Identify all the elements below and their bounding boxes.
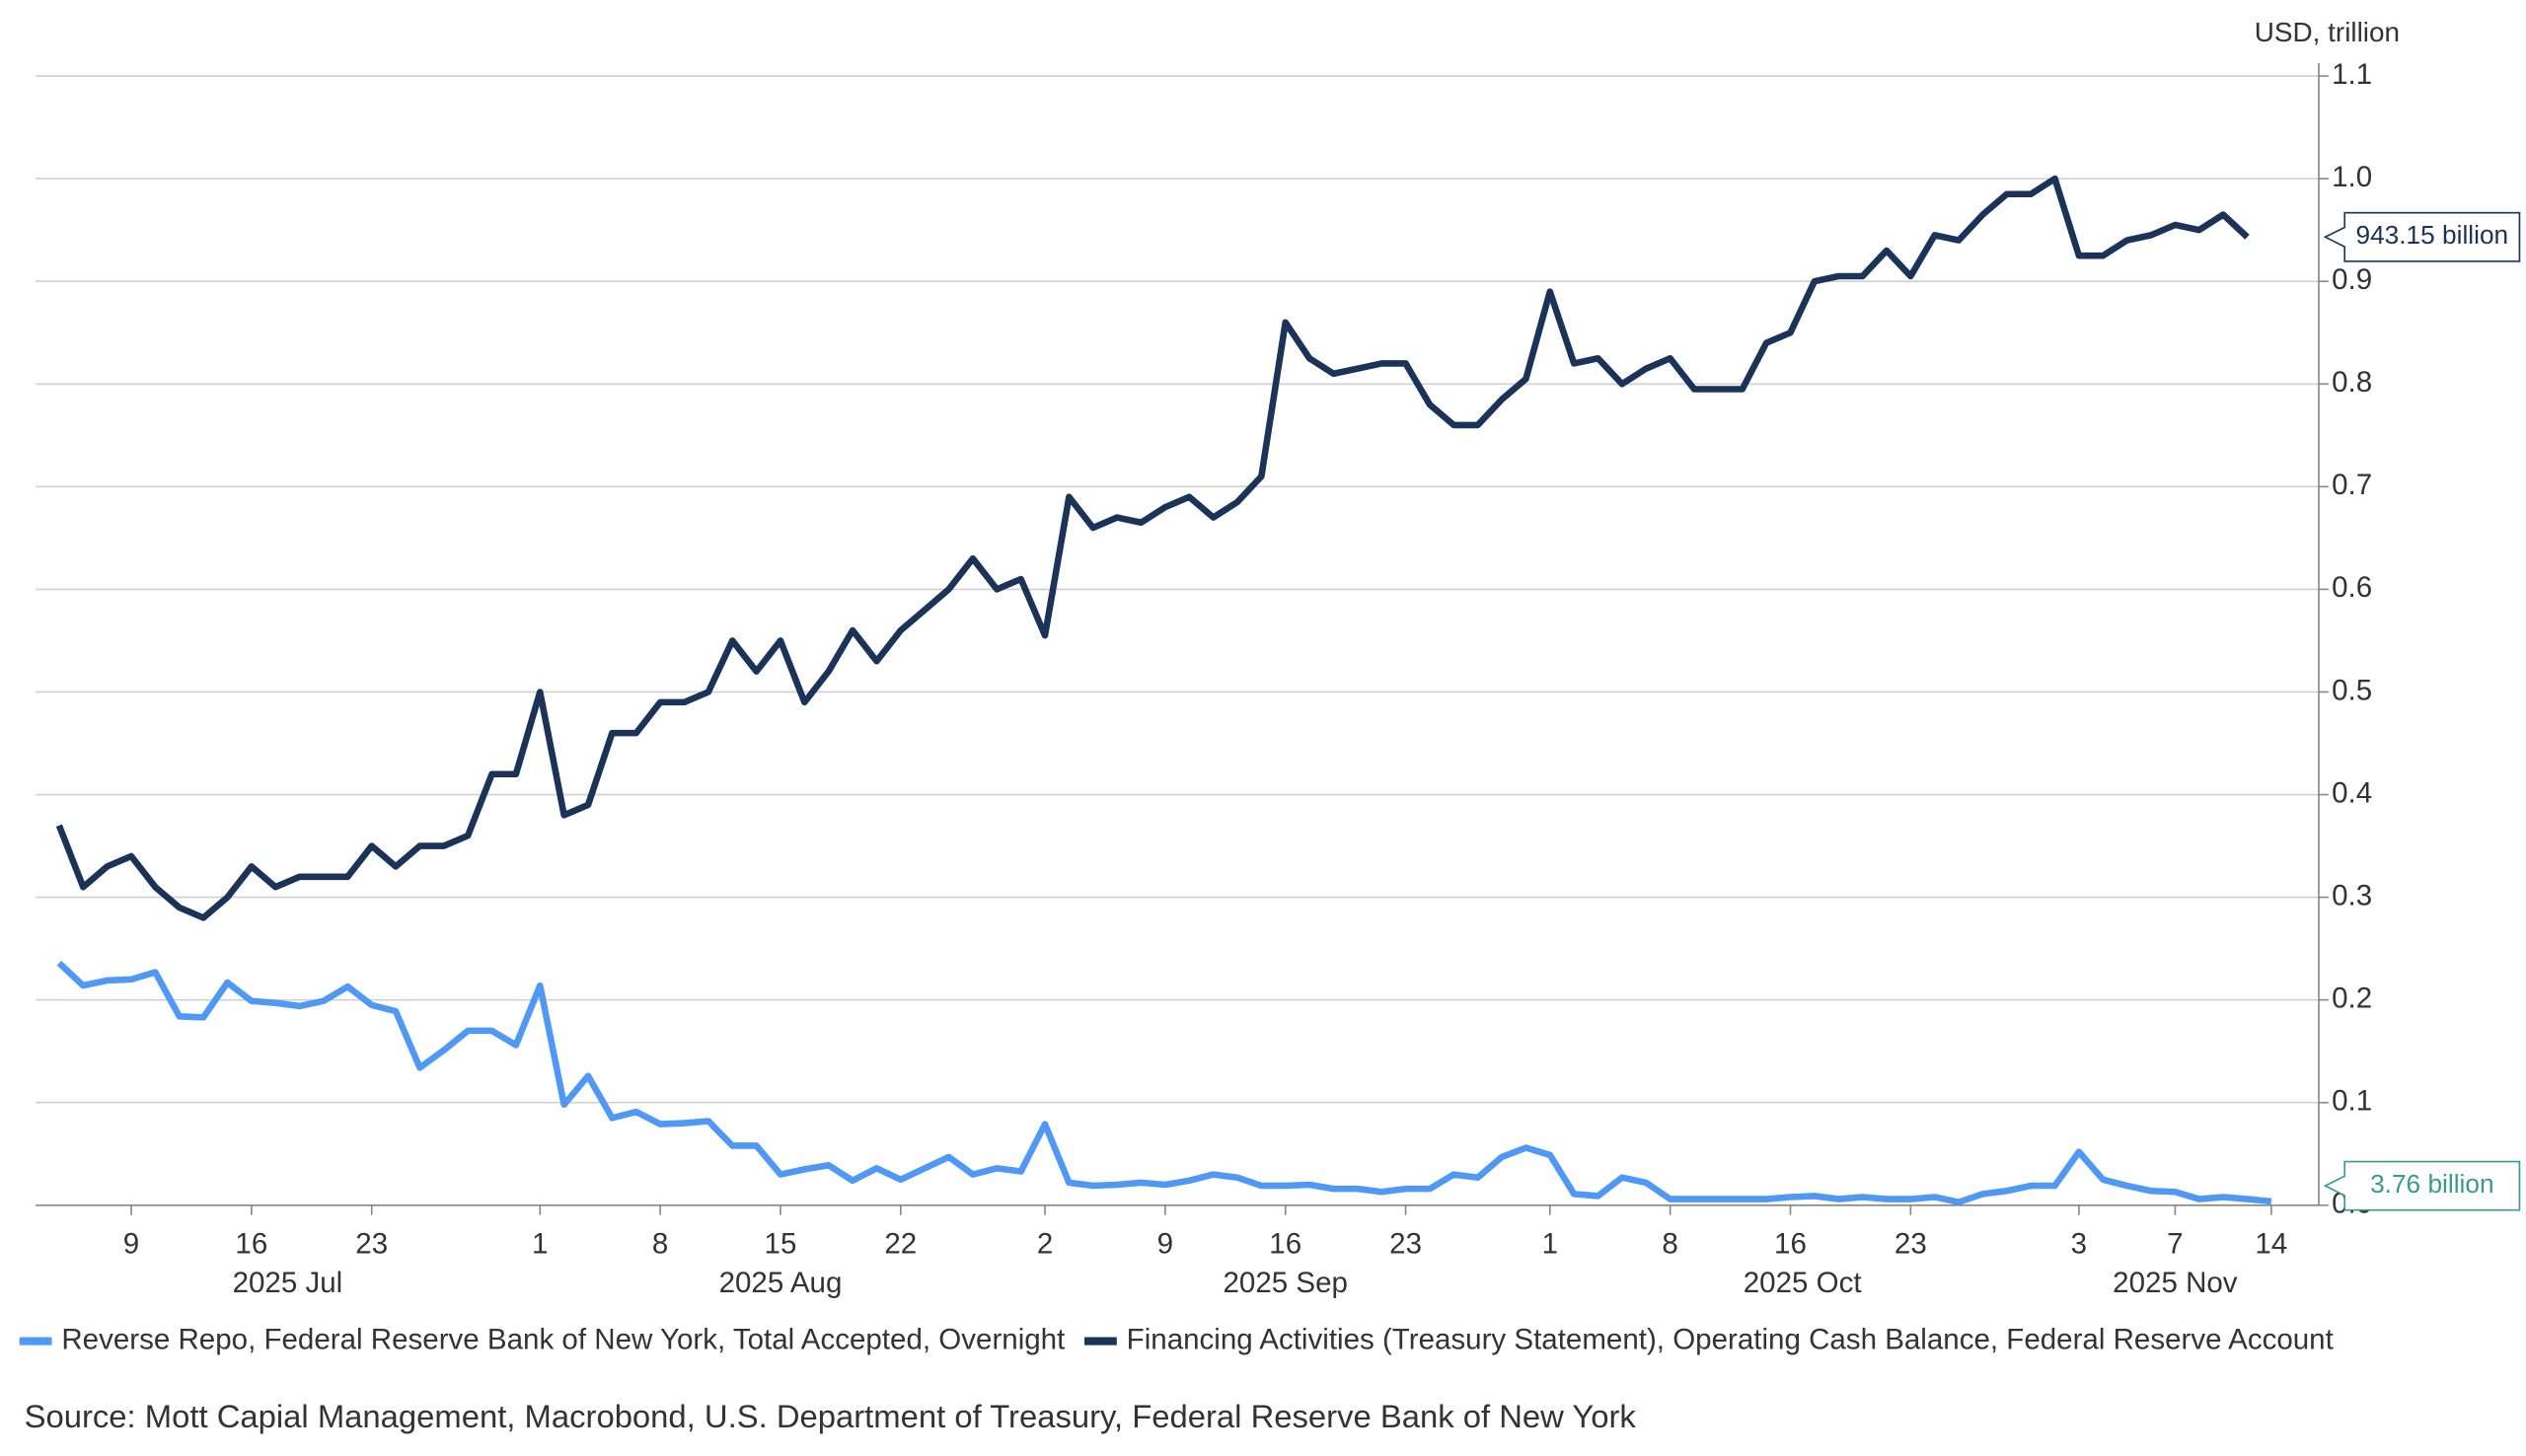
y-tick-label: 1.1 — [2332, 58, 2372, 91]
legend-label: Financing Activities (Treasury Statement… — [1127, 1323, 2334, 1355]
month-label: 2025 Nov — [2113, 1267, 2238, 1299]
end-label-box — [2323, 1160, 2521, 1211]
x-tick-label: 7 — [2167, 1228, 2183, 1261]
month-label: 2025 Jul — [233, 1267, 343, 1299]
x-tick-label: 9 — [1157, 1228, 1173, 1261]
x-tick-label: 1 — [532, 1228, 548, 1261]
y-tick-label: 0.4 — [2332, 776, 2372, 809]
legend-label: Reverse Repo, Federal Reserve Bank of Ne… — [61, 1323, 1065, 1355]
x-tick-label: 2 — [1037, 1228, 1053, 1261]
x-tick-label: 16 — [1269, 1228, 1301, 1261]
x-tick-label: 16 — [1774, 1228, 1807, 1261]
end-label-box — [2323, 211, 2521, 262]
series-line — [56, 960, 2272, 1205]
y-axis-label: USD, trillion — [2255, 17, 2400, 47]
x-tick-label: 16 — [235, 1228, 267, 1261]
x-tick-label: 8 — [652, 1228, 668, 1261]
y-tick-label: 0.2 — [2332, 982, 2372, 1014]
y-tick-label: 0.7 — [2332, 469, 2372, 501]
y-tick-label: 1.0 — [2332, 161, 2372, 193]
y-tick-label: 0.6 — [2332, 571, 2372, 604]
x-tick-label: 8 — [1662, 1228, 1677, 1261]
x-tick-label: 23 — [1894, 1228, 1927, 1261]
x-tick-label: 15 — [765, 1228, 797, 1261]
x-tick-label: 3 — [2071, 1228, 2087, 1261]
end-label: 3.76 billion — [2370, 1169, 2493, 1199]
end-label: 943.15 billion — [2355, 220, 2508, 250]
x-tick-label: 22 — [884, 1228, 917, 1261]
y-tick-label: 0.3 — [2332, 879, 2372, 911]
x-tick-label: 23 — [1389, 1228, 1422, 1261]
month-label: 2025 Aug — [719, 1267, 843, 1299]
x-tick-label: 23 — [355, 1228, 388, 1261]
y-tick-label: 0.1 — [2332, 1085, 2372, 1118]
x-tick-label: 9 — [123, 1228, 139, 1261]
month-label: 2025 Sep — [1224, 1267, 1348, 1299]
y-tick-label: 0.9 — [2332, 263, 2372, 296]
y-tick-label: 0.5 — [2332, 674, 2372, 706]
month-label: 2025 Oct — [1744, 1267, 1862, 1299]
series-line — [55, 175, 2250, 921]
x-tick-label: 1 — [1542, 1228, 1558, 1261]
x-tick-label: 14 — [2255, 1228, 2287, 1261]
y-tick-label: 0.8 — [2332, 366, 2372, 399]
source: Source: Mott Capial Management, Macrobon… — [25, 1398, 1637, 1434]
